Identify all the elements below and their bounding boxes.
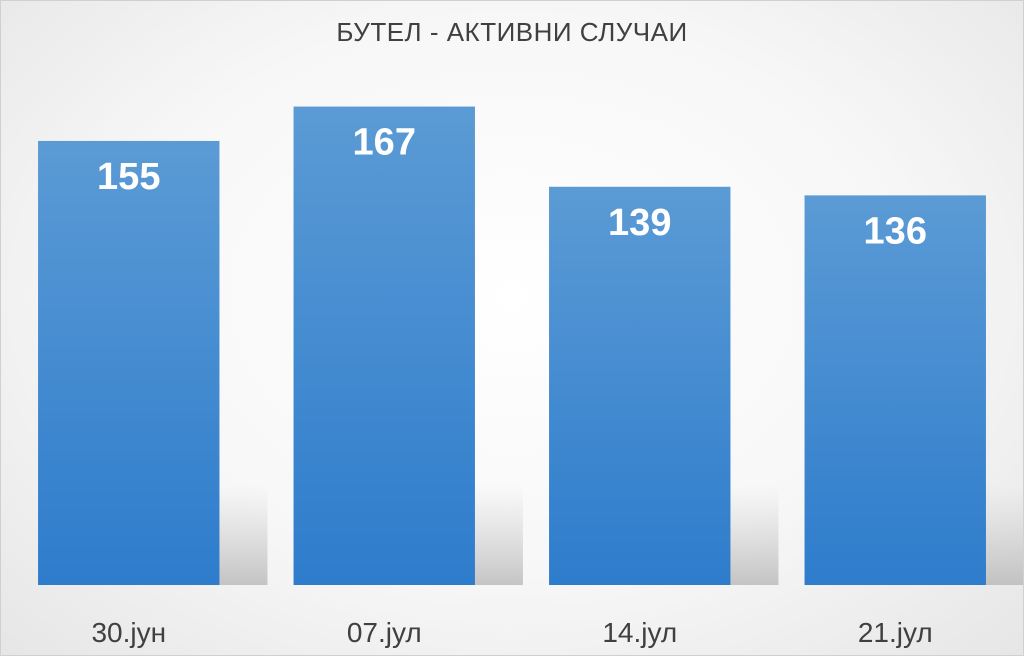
- bar-shadow: [464, 485, 523, 585]
- category-labels-group: 30.јун 07.јул 14.јул 21.јул: [91, 617, 932, 648]
- bar-shadow: [720, 485, 779, 585]
- category-label: 30.јун: [91, 617, 166, 648]
- bars-group: [38, 106, 986, 586]
- data-label: 136: [864, 210, 927, 252]
- bar-14.јул: [549, 186, 731, 585]
- bar-07.јул: [293, 106, 475, 585]
- bar-shadow: [209, 485, 268, 585]
- category-label: 21.јул: [858, 617, 933, 648]
- data-label: 139: [608, 202, 671, 244]
- data-label: 167: [353, 122, 416, 164]
- bar-21.јул: [804, 195, 986, 586]
- data-labels-group: 155 167 139 136: [97, 122, 927, 253]
- bar-shadows: [209, 485, 1023, 585]
- chart-title: БУТЕЛ - АКТИВНИ СЛУЧАИ: [336, 17, 688, 47]
- category-label: 07.јул: [347, 617, 422, 648]
- bar-30.јун: [38, 140, 220, 585]
- data-label: 155: [97, 156, 160, 198]
- category-label: 14.јул: [602, 617, 677, 648]
- bar-shadow: [975, 485, 1023, 585]
